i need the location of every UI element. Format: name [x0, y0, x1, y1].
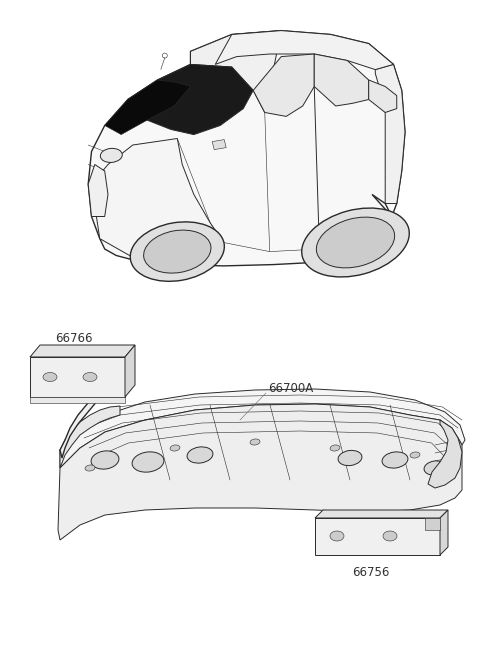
Polygon shape: [30, 397, 125, 403]
Polygon shape: [105, 80, 191, 134]
Polygon shape: [60, 406, 120, 468]
Polygon shape: [369, 80, 397, 113]
Ellipse shape: [132, 452, 164, 472]
Polygon shape: [30, 357, 125, 397]
Polygon shape: [315, 510, 448, 518]
Ellipse shape: [410, 452, 420, 458]
Polygon shape: [440, 510, 448, 555]
Ellipse shape: [130, 222, 224, 282]
Polygon shape: [314, 54, 369, 106]
Polygon shape: [88, 164, 108, 217]
Ellipse shape: [43, 373, 57, 381]
Ellipse shape: [250, 439, 260, 445]
Polygon shape: [315, 518, 440, 555]
Polygon shape: [92, 138, 224, 265]
Ellipse shape: [382, 452, 408, 468]
Ellipse shape: [383, 531, 397, 541]
Ellipse shape: [302, 208, 409, 277]
Ellipse shape: [424, 461, 446, 475]
Polygon shape: [88, 31, 405, 266]
Polygon shape: [60, 384, 118, 458]
Polygon shape: [425, 518, 440, 530]
Ellipse shape: [85, 465, 95, 471]
Polygon shape: [125, 345, 135, 397]
Ellipse shape: [83, 373, 97, 381]
Polygon shape: [212, 140, 226, 149]
Ellipse shape: [100, 149, 122, 162]
Polygon shape: [30, 345, 135, 357]
Ellipse shape: [170, 445, 180, 451]
Polygon shape: [191, 31, 281, 113]
Ellipse shape: [445, 459, 455, 465]
Polygon shape: [58, 404, 462, 540]
Polygon shape: [375, 64, 405, 204]
Polygon shape: [253, 54, 314, 117]
Text: 66756: 66756: [352, 565, 389, 578]
Ellipse shape: [330, 531, 344, 541]
Ellipse shape: [187, 447, 213, 463]
Polygon shape: [60, 389, 465, 468]
Ellipse shape: [144, 230, 211, 273]
Polygon shape: [428, 420, 462, 488]
Ellipse shape: [330, 445, 340, 451]
Polygon shape: [128, 64, 253, 134]
Text: 66766: 66766: [55, 331, 93, 345]
Ellipse shape: [91, 451, 119, 469]
Ellipse shape: [316, 217, 395, 268]
Ellipse shape: [338, 451, 362, 466]
Text: 66700A: 66700A: [268, 381, 313, 394]
Polygon shape: [215, 31, 394, 69]
